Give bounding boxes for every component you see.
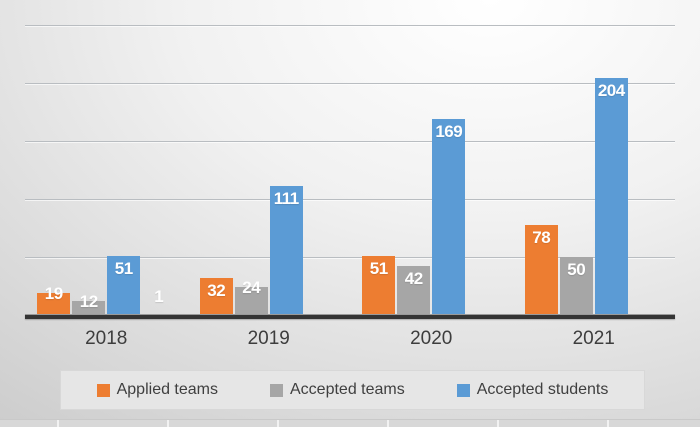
bar-accepted-students-2020	[432, 118, 466, 315]
legend-item-accepted-students: Accepted students	[456, 381, 609, 399]
legend-swatch-applied-teams	[96, 383, 110, 397]
bar-label-accepted-teams-2018: 12	[79, 292, 98, 312]
bar-slot-applied-teams-2021: 78	[524, 25, 558, 315]
bar-slot-accepted-students-2020: 169	[432, 25, 466, 315]
legend-item-accepted-teams: Accepted teams	[270, 381, 405, 399]
bar-accepted-teams-2018	[72, 301, 106, 315]
bar-label-applied-teams-2020: 51	[369, 258, 388, 278]
bar-slot-accepted-students-2018: 51	[107, 25, 141, 315]
data-table-strip	[0, 419, 700, 427]
gridline-250	[25, 25, 675, 26]
plot-area: 19 12 51 1 32 24 111 51 42 169 78 50 204	[25, 25, 675, 315]
bar-slot-series-4-2020	[467, 25, 500, 315]
bar-group-2020: 51 42 169	[350, 25, 513, 315]
bar-accepted-students-2018	[107, 255, 141, 315]
legend-swatch-accepted-students	[456, 383, 470, 397]
bar-group-2021: 78 50 204	[513, 25, 676, 315]
bar-label-accepted-teams-2021: 50	[567, 260, 586, 279]
x-axis-label-2019: 2019	[247, 328, 290, 349]
bar-label-applied-teams-2021: 78	[532, 227, 551, 247]
legend-item-applied-teams: Applied teams	[96, 381, 218, 399]
bar-slot-accepted-students-2021: 204	[594, 25, 628, 315]
bar-label-accepted-teams-2020: 42	[404, 269, 423, 289]
bar-slot-series-4-2019	[305, 25, 338, 315]
bar-slot-accepted-teams-2021: 50	[559, 25, 593, 315]
x-axis-label-2021: 2021	[572, 328, 615, 349]
bar-slot-applied-teams-2019: 32	[199, 25, 233, 315]
bar-label-series-4-2018: 1	[154, 287, 164, 306]
bar-accepted-students-2021	[594, 78, 628, 315]
x-axis-label-2018: 2018	[85, 328, 128, 349]
bar-label-accepted-students-2021: 204	[597, 81, 625, 101]
bar-label-applied-teams-2019: 32	[207, 280, 226, 300]
bar-label-accepted-students-2020: 169	[435, 121, 463, 141]
bar-slot-accepted-students-2019: 111	[269, 25, 303, 315]
bar-accepted-students-2019	[269, 186, 303, 315]
bar-group-2018: 19 12 51 1	[25, 25, 188, 315]
bar-slot-accepted-teams-2018: 12	[72, 25, 106, 315]
bar-accepted-teams-2021	[559, 257, 593, 315]
bar-label-accepted-students-2018: 51	[114, 258, 133, 278]
x-axis-labels: 2018 2019 2020 2021	[25, 324, 675, 354]
gridline-200	[25, 83, 675, 84]
bar-slot-applied-teams-2018: 19	[37, 25, 71, 315]
x-axis-label-2020: 2020	[410, 328, 453, 349]
bar-label-accepted-teams-2019: 24	[242, 278, 261, 298]
bar-accepted-teams-2020	[397, 266, 431, 315]
bar-label-accepted-students-2019: 111	[273, 189, 300, 209]
bar-slot-applied-teams-2020: 51	[362, 25, 396, 315]
bar-applied-teams-2021	[524, 224, 558, 315]
bar-accepted-teams-2019	[234, 287, 268, 315]
bar-label-applied-teams-2018: 19	[44, 283, 63, 303]
bar-slot-accepted-teams-2019: 24	[234, 25, 268, 315]
legend-label-applied-teams: Applied teams	[116, 381, 218, 398]
bar-applied-teams-2020	[362, 255, 396, 315]
bar-group-2019: 32 24 111	[188, 25, 351, 315]
bar-slot-accepted-teams-2020: 42	[397, 25, 431, 315]
bar-groups: 19 12 51 1 32 24 111 51 42 169 78 50 204	[25, 25, 675, 315]
legend-label-accepted-students: Accepted students	[476, 381, 609, 398]
legend-swatch-accepted-teams	[270, 383, 283, 397]
bar-applied-teams-2018	[37, 292, 71, 315]
bar-applied-teams-2019	[199, 277, 233, 315]
gridline-100	[25, 199, 675, 200]
legend: Applied teams Accepted teams Accepted st…	[60, 370, 645, 410]
bar-slot-series-4-2021	[630, 25, 663, 315]
legend-label-accepted-teams: Accepted teams	[290, 381, 405, 398]
gridline-50	[25, 257, 675, 258]
bar-slot-series-4-2018: 1	[142, 25, 175, 315]
gridline-150	[25, 141, 675, 142]
x-axis-line	[25, 314, 675, 319]
